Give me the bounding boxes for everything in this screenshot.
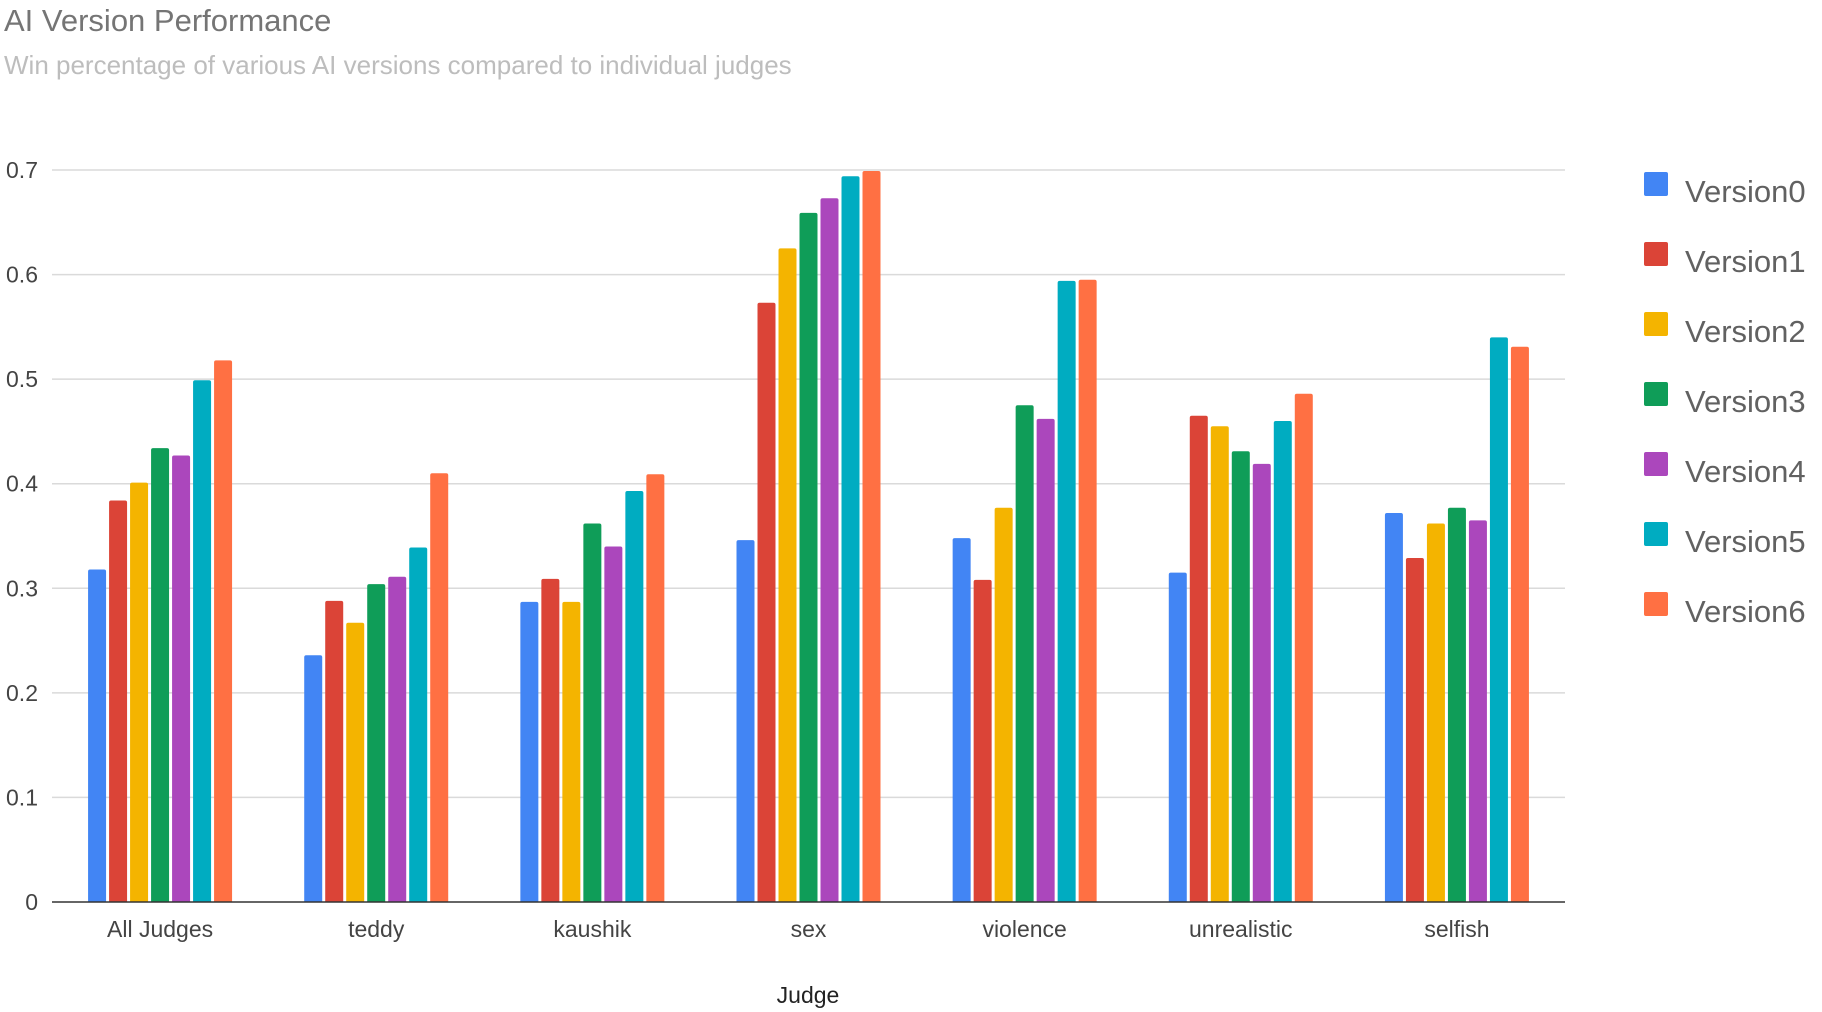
x-tick-label: sex xyxy=(791,916,827,942)
bar-version6-sex xyxy=(862,171,881,902)
bar-version0-teddy xyxy=(304,655,323,902)
bar-version2-violence xyxy=(994,507,1013,902)
bar-version5-all-judges xyxy=(193,380,212,902)
y-tick-label: 0.5 xyxy=(6,366,38,392)
x-tick-label: teddy xyxy=(348,916,405,942)
bar-version5-teddy xyxy=(409,547,428,902)
legend: Version0 Version1 Version2 Version3 Version4… xyxy=(1644,172,1806,629)
bar-version1-sex xyxy=(757,302,776,902)
chart-title: AI Version Performance xyxy=(4,3,331,38)
bar-version1-kaushik xyxy=(541,578,560,902)
y-tick-label: 0.7 xyxy=(6,157,38,183)
y-tick-label: 0.6 xyxy=(6,262,38,288)
bar-version4-selfish xyxy=(1468,520,1487,902)
bar-version4-violence xyxy=(1036,418,1055,902)
x-tick-label: selfish xyxy=(1424,916,1489,942)
y-tick-label: 0 xyxy=(25,889,38,915)
bar-version4-sex xyxy=(820,198,839,903)
bar-version3-unrealistic xyxy=(1231,451,1250,902)
x-tick-label: kaushik xyxy=(553,916,631,942)
bar-version2-teddy xyxy=(346,622,365,902)
legend-swatch-version3 xyxy=(1644,382,1668,406)
bar-version4-kaushik xyxy=(604,546,623,902)
bar-version1-selfish xyxy=(1405,557,1424,902)
y-tick-label: 0.2 xyxy=(6,680,38,706)
bar-version1-violence xyxy=(973,579,992,902)
bar-version5-kaushik xyxy=(625,491,644,902)
bar-version0-violence xyxy=(952,538,971,902)
x-axis-categories: All Judges teddy kaushik sex violence unreali… xyxy=(107,916,1490,942)
bar-version2-kaushik xyxy=(562,601,581,902)
bar-version3-all-judges xyxy=(151,448,170,902)
bar-version3-violence xyxy=(1015,405,1034,902)
bar-version3-teddy xyxy=(367,584,386,902)
bar-version5-selfish xyxy=(1489,337,1508,902)
legend-swatch-version6 xyxy=(1644,592,1668,616)
bar-version6-violence xyxy=(1078,279,1097,902)
legend-label-version6: Version6 xyxy=(1685,594,1806,629)
legend-label-version4: Version4 xyxy=(1685,454,1806,489)
bars xyxy=(88,171,1529,903)
legend-swatch-version5 xyxy=(1644,522,1668,546)
bar-version4-all-judges xyxy=(172,455,191,902)
legend-swatch-version0 xyxy=(1644,172,1668,196)
bar-version0-selfish xyxy=(1384,512,1403,902)
legend-swatch-version2 xyxy=(1644,312,1668,336)
legend-label-version1: Version1 xyxy=(1685,244,1806,279)
bar-version4-teddy xyxy=(388,576,407,902)
bar-version1-unrealistic xyxy=(1189,415,1208,902)
bar-version5-violence xyxy=(1057,280,1076,902)
y-tick-label: 0.1 xyxy=(6,784,38,810)
y-tick-label: 0.3 xyxy=(6,575,38,601)
bar-version6-selfish xyxy=(1510,346,1529,902)
legend-swatch-version4 xyxy=(1644,452,1668,476)
bar-version1-teddy xyxy=(325,600,344,902)
y-axis-ticks: 0 0.1 0.2 0.3 0.4 0.5 0.6 0.7 xyxy=(6,157,38,915)
bar-version2-unrealistic xyxy=(1210,426,1229,902)
legend-label-version3: Version3 xyxy=(1685,384,1806,419)
bar-version3-kaushik xyxy=(583,523,602,902)
bar-version0-unrealistic xyxy=(1168,572,1187,902)
bar-version3-selfish xyxy=(1447,507,1466,902)
bar-version3-sex xyxy=(799,212,818,903)
chart-subtitle: Win percentage of various AI versions co… xyxy=(4,50,792,80)
legend-label-version5: Version5 xyxy=(1685,524,1806,559)
bar-version2-sex xyxy=(778,248,797,902)
bar-version2-selfish xyxy=(1426,523,1445,902)
bar-version0-sex xyxy=(736,540,755,902)
bar-version6-unrealistic xyxy=(1294,393,1313,902)
x-axis-label: Judge xyxy=(777,982,840,1008)
bar-version0-kaushik xyxy=(520,601,539,902)
bar-version1-all-judges xyxy=(109,500,128,902)
legend-label-version2: Version2 xyxy=(1685,314,1806,349)
x-tick-label: All Judges xyxy=(107,916,213,942)
bar-version5-unrealistic xyxy=(1273,420,1292,902)
bar-version2-all-judges xyxy=(130,482,149,902)
y-tick-label: 0.4 xyxy=(6,471,38,497)
bar-version6-teddy xyxy=(430,473,449,902)
bar-version4-unrealistic xyxy=(1252,463,1271,902)
x-tick-label: unrealistic xyxy=(1189,916,1293,942)
legend-swatch-version1 xyxy=(1644,242,1668,266)
x-tick-label: violence xyxy=(982,916,1066,942)
bar-version6-all-judges xyxy=(214,360,233,902)
bar-version5-sex xyxy=(841,176,860,902)
legend-label-version0: Version0 xyxy=(1685,174,1806,209)
bar-version6-kaushik xyxy=(646,474,665,902)
bar-version0-all-judges xyxy=(88,569,107,902)
